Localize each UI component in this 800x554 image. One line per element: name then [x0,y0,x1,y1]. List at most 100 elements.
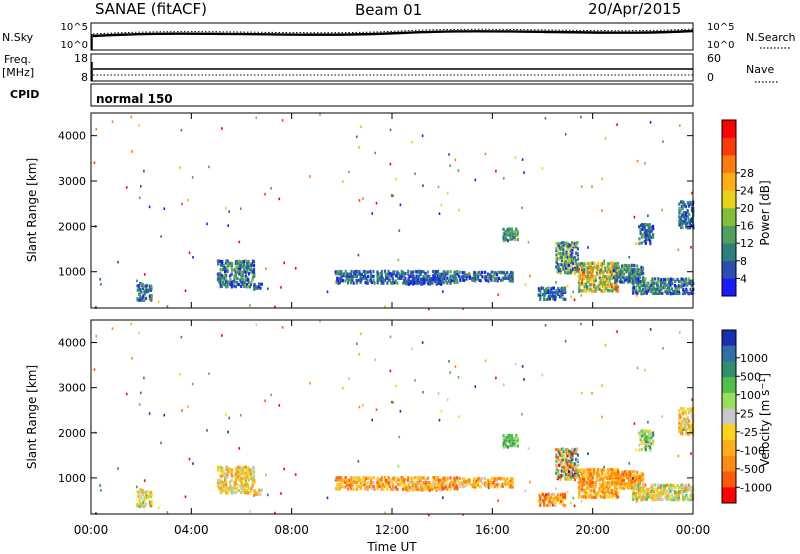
data-cell [589,264,592,268]
data-cell [682,411,685,415]
data-cell [686,415,689,419]
data-cell [241,265,244,269]
data-cell [221,466,224,470]
noise-cell [601,415,603,419]
noise-cell [484,359,487,363]
data-cell [246,476,249,480]
data-cell [516,444,519,448]
noise-cell [449,164,451,167]
data-cell [351,481,354,485]
data-cell [555,248,558,253]
data-cell [615,491,618,495]
data-cell [226,259,229,263]
data-cell [497,276,500,280]
data-cell [545,289,548,293]
data-cell [543,289,546,293]
data-cell [568,473,571,477]
data-cell [355,480,358,485]
data-cell [665,497,668,502]
data-cell [537,493,540,497]
data-cell [642,223,645,227]
data-cell [474,481,477,485]
data-cell [241,486,244,490]
data-cell [474,279,477,283]
noise-cell [264,399,266,403]
data-cell [601,278,604,283]
data-cell [632,492,635,496]
data-cell [233,280,236,284]
data-cell [612,264,615,268]
data-cell [452,279,455,283]
noise-cell [555,281,557,284]
data-cell [638,269,642,274]
noise-cell [319,320,321,323]
data-cell [559,458,562,462]
data-cell [658,289,661,293]
data-cell [393,478,396,482]
data-cell [668,289,671,293]
data-cell [622,272,626,276]
noise-cell [187,198,189,202]
data-cell [649,231,652,235]
data-cell [660,278,663,282]
data-cell [427,488,430,492]
data-cell [513,230,516,234]
data-cell [475,273,478,277]
data-cell [341,485,345,489]
data-cell [550,495,553,499]
data-cell [509,481,512,485]
data-cell [632,291,635,295]
data-cell [344,480,347,484]
data-cell [421,488,424,492]
noise-cell [397,258,400,262]
freq-tick-low: 8 [81,71,88,84]
data-cell [575,243,578,247]
data-cell [649,242,652,246]
data-cell [222,274,225,278]
data-cell [593,279,596,283]
data-cell [577,267,580,272]
y-tick-label: 2000 [58,220,86,233]
data-cell [587,276,590,280]
data-cell [675,287,678,291]
noise-cell [474,178,477,182]
noise-cell [566,490,569,494]
data-cell [389,478,392,482]
data-cell [229,489,232,493]
data-cell [670,497,674,502]
data-cell [577,262,580,266]
data-cell [485,481,488,485]
noise-cell [181,202,183,206]
data-cell [663,283,666,287]
data-cell [404,271,407,276]
data-cell [466,480,470,484]
power-ylabel: Slant Range [km] [25,158,39,262]
data-cell [247,266,250,270]
data-cell [629,270,632,274]
data-cell [641,291,644,295]
data-cell [678,215,681,219]
data-cell [244,482,247,486]
data-cell [363,270,367,274]
data-cell [586,483,589,487]
data-cell [628,272,631,276]
data-cell [222,470,225,474]
data-cell [588,262,591,266]
data-cell [253,493,256,497]
data-cell [247,484,250,488]
data-cell [638,486,642,490]
data-cell [607,266,610,270]
data-cell [543,495,546,499]
data-cell [583,276,586,280]
data-cell [259,488,262,492]
data-cell [593,472,596,476]
data-cell [684,418,687,422]
data-cell [410,478,413,483]
data-cell [608,270,611,274]
data-cell [355,281,358,285]
data-cell [436,480,439,484]
data-cell [583,479,586,483]
data-cell [372,484,375,488]
data-cell [220,474,224,478]
data-cell [414,476,417,480]
